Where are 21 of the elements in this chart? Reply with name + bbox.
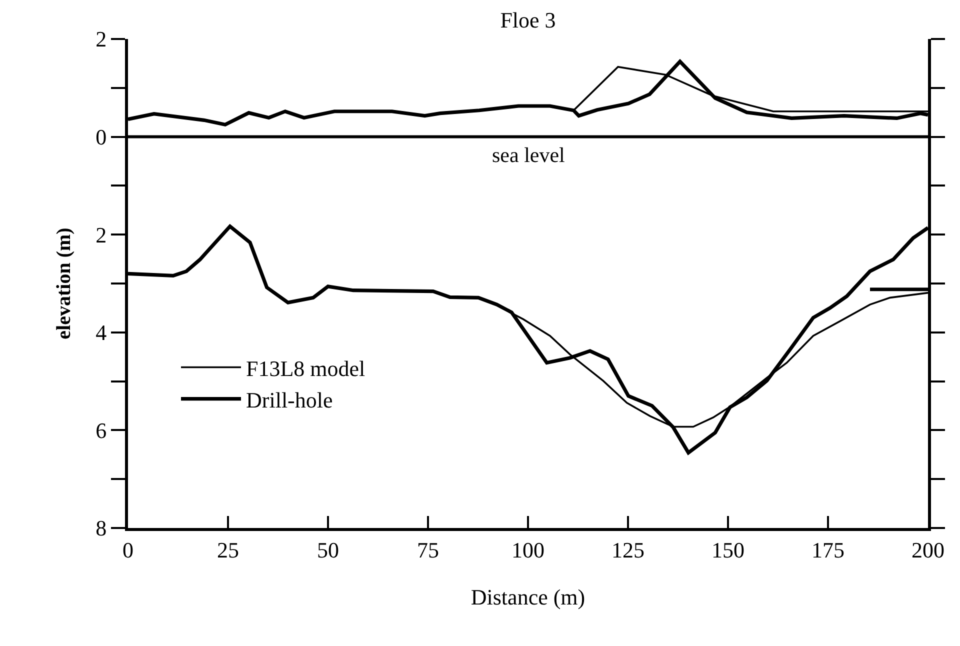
y-tick-label: 4 bbox=[96, 320, 107, 346]
x-tick-label: 50 bbox=[317, 537, 339, 562]
chart-title: Floe 3 bbox=[500, 8, 556, 33]
legend-label: Drill-hole bbox=[246, 387, 333, 412]
y-tick-label: 8 bbox=[96, 516, 107, 541]
y-tick-label: 6 bbox=[96, 418, 107, 443]
y-tick-label: 2 bbox=[96, 26, 107, 52]
x-tick-label: 175 bbox=[812, 537, 844, 562]
y-axis-title: elevation (m) bbox=[53, 228, 76, 340]
x-tick-label: 75 bbox=[417, 537, 439, 562]
x-tick-label: 100 bbox=[512, 537, 544, 562]
x-tick-label: 200 bbox=[912, 537, 944, 562]
legend-label: F13L8 model bbox=[246, 356, 366, 381]
x-tick-label: 0 bbox=[122, 537, 134, 562]
y-tick-label: 0 bbox=[96, 124, 107, 150]
x-tick-label: 125 bbox=[612, 537, 644, 562]
ref-line-label: sea level bbox=[492, 143, 566, 167]
y-tick-label: 2 bbox=[96, 222, 107, 248]
x-axis-title: Distance (m) bbox=[470, 584, 586, 610]
x-tick-label: 25 bbox=[217, 537, 239, 562]
x-tick-label: 150 bbox=[712, 537, 744, 562]
